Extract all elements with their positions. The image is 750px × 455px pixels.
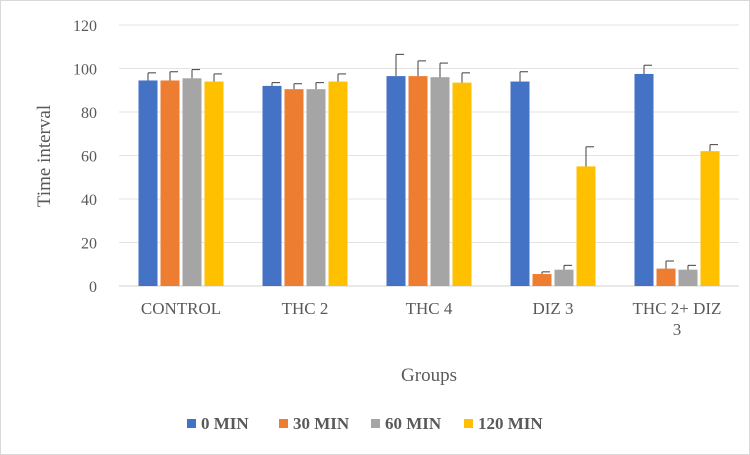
x-axis-title: Groups — [401, 365, 457, 386]
bar — [452, 82, 472, 286]
x-tick-label: THC 4 — [406, 299, 453, 318]
y-tick-label: 100 — [73, 62, 97, 79]
x-tick-label: 3 — [673, 320, 682, 339]
bars — [138, 73, 720, 287]
legend-swatch — [187, 419, 196, 428]
bar — [554, 269, 574, 286]
bar — [386, 76, 406, 286]
x-tick-label: THC 2 — [282, 299, 329, 318]
legend-label: 30 MIN — [293, 414, 350, 433]
y-axis-title: Time interval — [34, 105, 55, 207]
y-tick-label: 40 — [81, 192, 97, 209]
x-tick-label: THC 2+ DIZ — [633, 299, 722, 318]
x-tick-label: DIZ 3 — [532, 299, 573, 318]
bar — [160, 80, 180, 287]
y-tick-label: 0 — [89, 279, 97, 296]
bar — [634, 73, 654, 286]
y-tick-labels: 0 20 40 60 80 100 120 — [73, 18, 97, 296]
y-tick-label: 120 — [73, 18, 97, 35]
legend: 0 MIN 30 MIN 60 MIN 120 MIN — [187, 414, 543, 433]
bar — [328, 81, 348, 286]
x-tick-label: CONTROL — [141, 299, 221, 318]
legend-label: 60 MIN — [385, 414, 442, 433]
legend-label: 120 MIN — [478, 414, 543, 433]
bar — [138, 80, 158, 287]
y-tick-label: 60 — [81, 149, 97, 166]
legend-swatch — [371, 419, 380, 428]
bar — [284, 89, 304, 286]
bar — [204, 81, 224, 286]
bar — [262, 85, 282, 287]
bar — [678, 269, 698, 286]
error-bars — [147, 53, 718, 275]
x-category-labels: CONTROL THC 2 THC 4 DIZ 3 THC 2+ DIZ 3 — [141, 299, 722, 339]
bar — [306, 89, 326, 286]
bar — [408, 76, 428, 286]
bar — [182, 78, 202, 286]
bar — [700, 151, 720, 286]
legend-swatch — [279, 419, 288, 428]
y-tick-label: 80 — [81, 105, 97, 122]
bar — [430, 77, 450, 286]
bar — [576, 166, 596, 286]
bar — [510, 81, 530, 286]
bar — [656, 268, 676, 286]
y-tick-label: 20 — [81, 236, 97, 253]
bar — [532, 274, 552, 286]
legend-swatch — [464, 419, 473, 428]
legend-label: 0 MIN — [201, 414, 249, 433]
